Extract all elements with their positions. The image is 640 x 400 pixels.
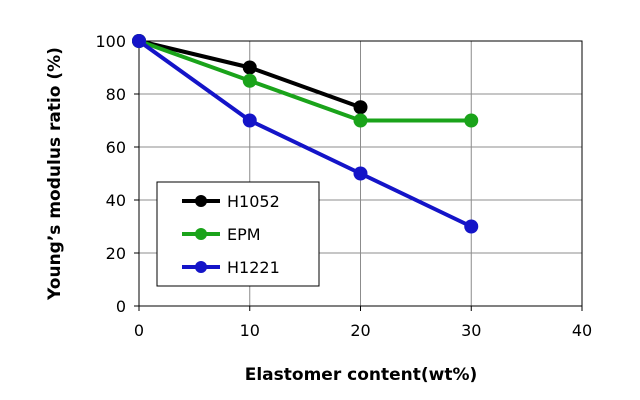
legend: H1052 EPM H1221: [156, 181, 320, 287]
series-h1221: [132, 34, 479, 234]
series-layer: [132, 34, 479, 234]
y-tick-label: 80: [106, 85, 126, 104]
legend-label: EPM: [227, 225, 261, 244]
legend-swatch-marker: [195, 228, 207, 240]
series-line-h1221: [137, 39, 473, 229]
series-line-epm: [138, 39, 472, 123]
data-point-epm: [242, 73, 257, 88]
legend-label: H1221: [227, 258, 280, 277]
data-point-h1221: [132, 34, 146, 48]
y-axis-title: Young’s modulus ratio (%): [45, 47, 65, 301]
x-tick-label: 0: [134, 321, 144, 340]
legend-swatch-marker: [195, 261, 207, 273]
x-tick-label: 40: [572, 321, 592, 340]
data-point-h1221: [464, 219, 479, 234]
data-point-h1052: [242, 60, 257, 75]
data-point-h1221: [353, 166, 368, 181]
legend-item-epm: EPM: [182, 225, 261, 244]
y-axis-ticks: 0 20 40 60 80 100: [95, 32, 139, 316]
y-tick-label: 60: [106, 138, 126, 157]
x-tick-label: 10: [240, 321, 260, 340]
series-epm: [132, 34, 479, 128]
y-tick-label: 20: [106, 244, 126, 263]
x-tick-label: 30: [461, 321, 481, 340]
y-tick-label: 40: [106, 191, 126, 210]
x-axis-title: Elastomer content(wt%): [245, 365, 478, 385]
y-tick-label: 100: [95, 32, 126, 51]
data-point-h1052: [353, 100, 368, 115]
y-tick-label: 0: [116, 297, 126, 316]
legend-label: H1052: [227, 192, 280, 211]
data-point-h1221: [242, 113, 257, 128]
x-axis-ticks: 0 10 20 30 40: [134, 306, 592, 340]
legend-swatch-marker: [195, 195, 207, 207]
x-tick-label: 20: [350, 321, 370, 340]
data-point-epm: [353, 113, 368, 128]
legend-item-h1052: H1052: [182, 192, 280, 211]
data-point-epm: [464, 113, 479, 128]
legend-item-h1221: H1221: [182, 258, 280, 277]
